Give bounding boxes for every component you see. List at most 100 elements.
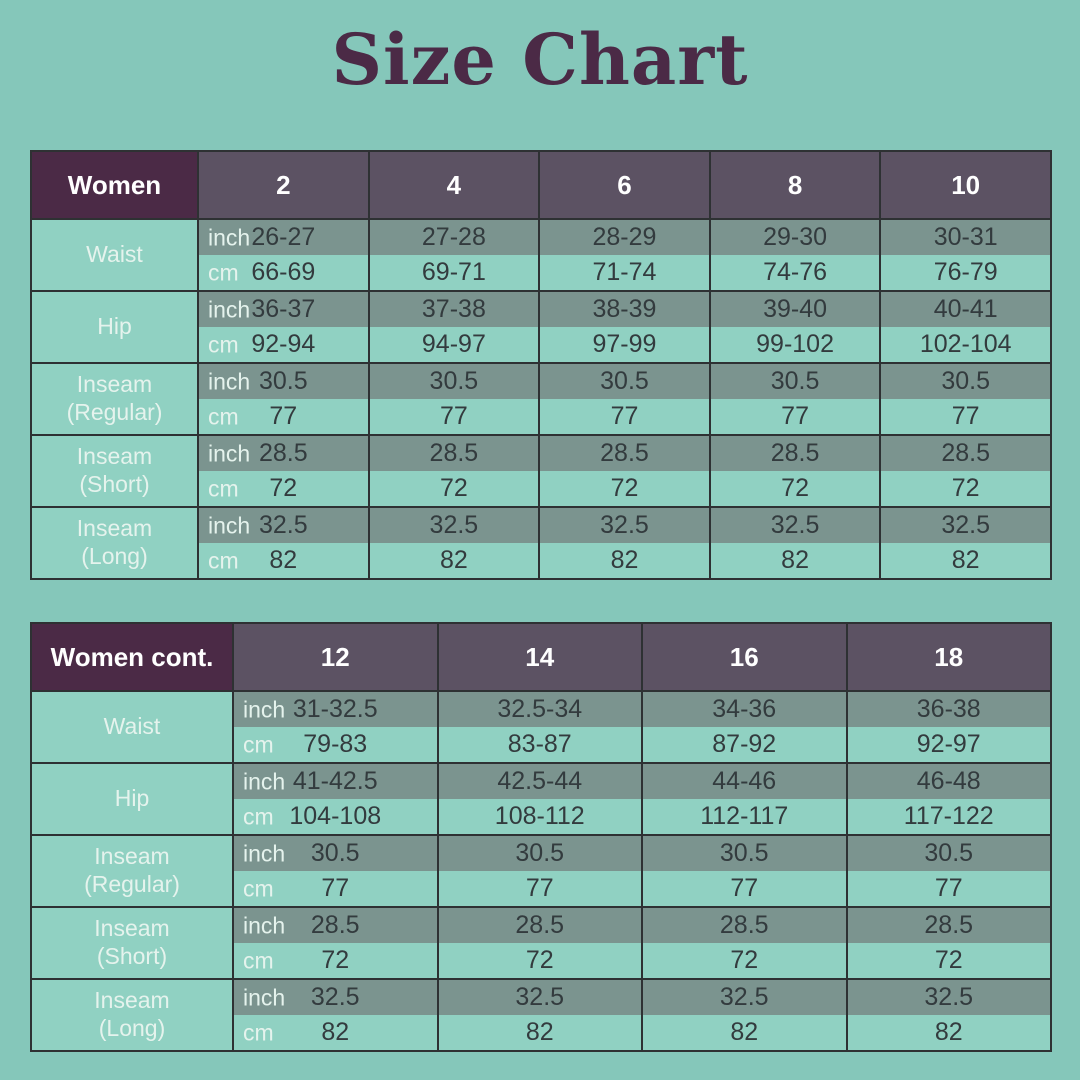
value-cell: cm 66-69 [197, 255, 370, 292]
unit-label-inch: inch [208, 224, 251, 250]
value-cell: 32.5 [538, 506, 711, 543]
value-cell: 82 [538, 543, 711, 580]
value-cell: 36-38 [845, 690, 1052, 727]
value-cell: cm 72 [232, 943, 439, 980]
value-cell: 37-38 [367, 290, 541, 327]
table-row: cm 66-69 69-71 71-74 74-76 76-79 [31, 255, 1052, 292]
unit-label-inch: inch [243, 984, 286, 1010]
measurement-label: Inseam (Long) [30, 978, 234, 1052]
unit-label-inch: inch [243, 840, 286, 866]
value-cell: 71-74 [538, 255, 711, 292]
value-cell: 83-87 [436, 727, 643, 764]
measurement-label: Inseam (Regular) [30, 834, 234, 908]
value-cell: 77 [641, 871, 848, 908]
unit-label-cm: cm [208, 403, 239, 429]
value-cell: 30.5 [845, 834, 1052, 871]
size-table-women-cont-container: Women cont. 12 14 16 18 Waist inch 31-32.5 32.5-… [30, 622, 1052, 1052]
value-cell: inch 30.5 [232, 834, 439, 871]
value-cell: 72 [708, 471, 882, 508]
value-cell: 28.5 [845, 906, 1052, 943]
value-cell: 77 [367, 399, 541, 436]
value-cell: 32.5 [879, 506, 1052, 543]
value-cell: inch 41-42.5 [232, 762, 439, 799]
table-row: Inseam (Long) inch 32.5 32.5 32.5 32.5 32.5 [30, 506, 1052, 580]
value-cell: 82 [708, 543, 882, 580]
value-cell: cm 104-108 [232, 799, 439, 836]
value-cell: 34-36 [641, 690, 848, 727]
unit-label-cm: cm [208, 475, 239, 501]
value-cell: 87-92 [641, 727, 848, 764]
value-cell: 108-112 [436, 799, 643, 836]
value-cell: 30-31 [879, 218, 1052, 255]
value-cell: 32.5 [845, 978, 1052, 1015]
value-cell: 117-122 [845, 799, 1052, 836]
value-cell: cm 77 [197, 399, 370, 436]
size-column-header: 14 [436, 622, 643, 692]
table-header-women: Women [30, 150, 199, 220]
value-cell: 77 [879, 399, 1052, 436]
table-row: Inseam (Long) inch 32.5 32.5 32.5 32.5 [30, 978, 1052, 1052]
measurement-label: Hip [30, 762, 234, 836]
unit-label-inch: inch [243, 768, 286, 794]
value-cell: 92-97 [845, 727, 1052, 764]
value-cell: 30.5 [538, 362, 711, 399]
table-row: cm 72 72 72 72 [31, 943, 1052, 980]
value-cell: cm 77 [232, 871, 439, 908]
size-column-header: 10 [879, 150, 1052, 220]
value-cell: 30.5 [708, 362, 882, 399]
measurement-label: Inseam (Long) [30, 506, 199, 580]
unit-label-inch: inch [208, 440, 251, 466]
table-row: cm 104-108 108-112 112-117 117-122 [31, 799, 1052, 836]
table-row: cm 82 82 82 82 82 [31, 543, 1052, 580]
value-cell: 77 [436, 871, 643, 908]
value-cell: cm 82 [232, 1015, 439, 1052]
value-cell: 38-39 [538, 290, 711, 327]
unit-label-cm: cm [208, 259, 239, 285]
table-row: cm 77 77 77 77 [31, 871, 1052, 908]
value-cell: 28.5 [367, 434, 541, 471]
value-cell: cm 72 [197, 471, 370, 508]
table-row: cm 79-83 83-87 87-92 92-97 [31, 727, 1052, 764]
value-cell: cm 79-83 [232, 727, 439, 764]
value-cell: 32.5 [708, 506, 882, 543]
value-cell: inch 32.5 [232, 978, 439, 1015]
page-title: Size Chart [331, 18, 749, 101]
value-cell: 82 [367, 543, 541, 580]
value-cell: 29-30 [708, 218, 882, 255]
table-row: Inseam (Short) inch 28.5 28.5 28.5 28.5 28.5 [30, 434, 1052, 508]
value-cell: 94-97 [367, 327, 541, 364]
unit-label-inch: inch [208, 512, 251, 538]
value-cell: 69-71 [367, 255, 541, 292]
value-cell: 97-99 [538, 327, 711, 364]
unit-label-cm: cm [243, 1019, 274, 1045]
table-row: Waist inch 26-27 27-28 28-29 29-30 30-31 [30, 218, 1052, 292]
value-cell: 32.5 [436, 978, 643, 1015]
value-cell: 32.5 [641, 978, 848, 1015]
table-row: Waist inch 31-32.5 32.5-34 34-36 36-38 [30, 690, 1052, 764]
value-cell: inch 36-37 [197, 290, 370, 327]
value-cell: inch 31-32.5 [232, 690, 439, 727]
measurement-label: Inseam (Short) [30, 434, 199, 508]
unit-label-inch: inch [208, 296, 251, 322]
table-row: Hip inch 41-42.5 42.5-44 44-46 46-48 [30, 762, 1052, 836]
value-cell: 28.5 [436, 906, 643, 943]
value-cell: 72 [436, 943, 643, 980]
value-cell: 27-28 [367, 218, 541, 255]
value-cell: 77 [708, 399, 882, 436]
value-cell: 74-76 [708, 255, 882, 292]
size-column-header: 2 [197, 150, 370, 220]
value-cell: 30.5 [436, 834, 643, 871]
value-cell: inch 30.5 [197, 362, 370, 399]
size-column-header: 6 [538, 150, 711, 220]
value-cell: 82 [845, 1015, 1052, 1052]
unit-label-cm: cm [243, 947, 274, 973]
value-cell: cm 82 [197, 543, 370, 580]
measurement-label: Inseam (Regular) [30, 362, 199, 436]
value-cell: 72 [845, 943, 1052, 980]
measurement-label: Waist [30, 218, 199, 292]
value-cell: 99-102 [708, 327, 882, 364]
value-cell: 42.5-44 [436, 762, 643, 799]
value-cell: 77 [538, 399, 711, 436]
value-cell: 30.5 [367, 362, 541, 399]
value-cell: 82 [879, 543, 1052, 580]
